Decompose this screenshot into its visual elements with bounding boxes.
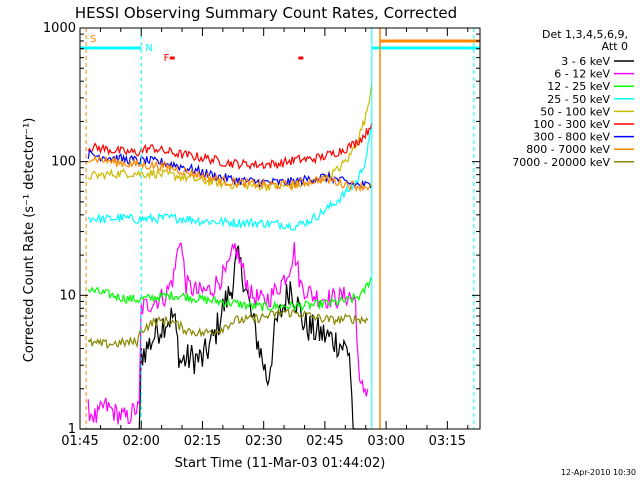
y-axis-label: Corrected Count Rate (s⁻¹ detector⁻¹) <box>22 118 37 363</box>
legend-label-4: 25 - 50 keV <box>547 93 610 106</box>
series-line-1 <box>80 245 368 430</box>
x-axis-label: Start Time (11-Mar-03 01:44:02) <box>175 456 386 471</box>
plot-frame <box>79 27 481 430</box>
y-tick-label: 1000 <box>43 21 76 36</box>
flag-label-1: S <box>90 34 96 45</box>
legend-label-9: 7000 - 20000 keV <box>512 156 610 169</box>
legend-label-2: 6 - 12 keV <box>554 68 610 81</box>
axis-layer: 01:45 02:00 02:15 02:30 02:45 03:00 03:15 1 10 10… <box>43 21 480 449</box>
annotation-layer: S N F <box>80 28 480 429</box>
series-line-2 <box>87 242 369 425</box>
y-tick-label: 10 <box>59 288 76 303</box>
series-line-3 <box>87 277 373 313</box>
x-tick-label: 02:00 <box>122 434 159 449</box>
series-line-7 <box>87 149 373 189</box>
legend-header-line-2: Att 0 <box>602 40 628 53</box>
flag-label-2: N <box>145 43 152 54</box>
series-layer <box>80 84 373 430</box>
x-tick-label: 02:45 <box>306 434 343 449</box>
y-tick-label: 100 <box>51 155 76 170</box>
x-tick-label: 03:15 <box>429 434 466 449</box>
x-tick-label: 02:15 <box>184 434 221 449</box>
footer-timestamp: 12-Apr-2010 10:30 <box>561 468 636 477</box>
chart-title: HESSI Observing Summary Count Rates, Cor… <box>75 4 457 22</box>
x-tick-label: 02:30 <box>245 434 282 449</box>
y-tick-label: 1 <box>68 422 76 437</box>
series-line-8 <box>88 154 373 193</box>
x-tick-label: 03:00 <box>367 434 404 449</box>
flag-label-3: F <box>164 53 170 64</box>
x-tick-label: 01:45 <box>61 434 98 449</box>
legend-label-7: 300 - 800 keV <box>533 131 610 144</box>
series-line-4 <box>87 127 373 231</box>
legend-header-line-1: Det 1,3,4,5,6,9, <box>542 28 628 41</box>
legend-label-3: 12 - 25 keV <box>547 80 610 93</box>
legend-label-5: 50 - 100 keV <box>540 105 610 118</box>
legend-label-6: 100 - 300 keV <box>533 118 610 131</box>
series-line-9 <box>87 308 369 350</box>
series-line-6 <box>87 122 373 171</box>
legend-label-1: 3 - 6 keV <box>561 55 610 68</box>
legend-label-8: 800 - 7000 keV <box>526 143 610 156</box>
